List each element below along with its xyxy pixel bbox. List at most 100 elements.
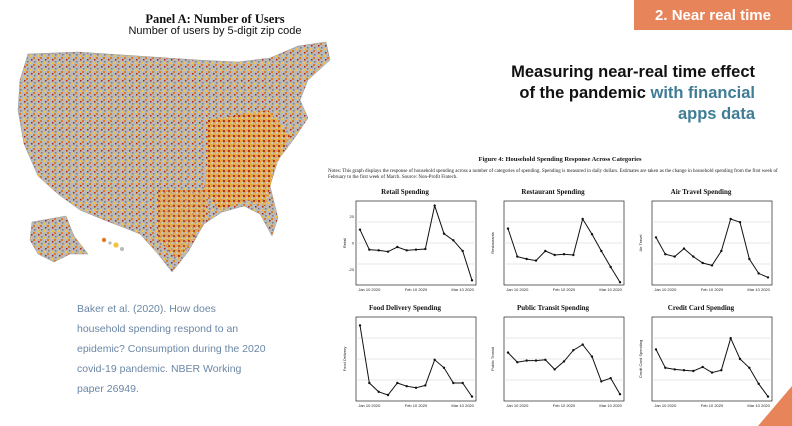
heading-highlight-1: with financial bbox=[650, 84, 755, 102]
figure-note: Notes: This graph displays the response … bbox=[328, 169, 778, 180]
data-point bbox=[738, 221, 742, 224]
data-point bbox=[720, 249, 723, 253]
chart-plot-air-travel: Air Travel Jan 10 2020 Feb 10 2020 Mar 10 2… bbox=[638, 200, 773, 292]
data-point bbox=[553, 253, 556, 257]
data-point bbox=[692, 255, 695, 258]
data-point bbox=[757, 272, 760, 275]
corner-decoration bbox=[758, 386, 792, 426]
chart-restaurant-spending: Restaurant Spending Restaurants Jan 10 20… bbox=[478, 188, 628, 298]
data-point bbox=[562, 253, 566, 256]
data-point bbox=[516, 255, 519, 258]
x-tick-label: Feb 10 2020 bbox=[701, 403, 724, 408]
data-point bbox=[396, 381, 399, 385]
data-point bbox=[461, 249, 464, 253]
data-point bbox=[405, 385, 408, 388]
y-tick-label: 20 bbox=[350, 214, 355, 219]
chart-title: Public Transit Spending bbox=[516, 304, 590, 312]
data-point bbox=[442, 232, 446, 235]
data-point bbox=[572, 253, 575, 257]
data-point bbox=[534, 359, 538, 362]
data-point bbox=[433, 358, 436, 361]
data-point bbox=[654, 236, 658, 239]
data-point bbox=[433, 204, 436, 207]
heading-line-2-plain: of the pandemic bbox=[519, 84, 651, 102]
section-tag: 2. Near real time bbox=[634, 0, 792, 30]
data-point bbox=[673, 368, 676, 371]
x-tick-label: Mar 10 2020 bbox=[451, 403, 474, 408]
data-point bbox=[729, 337, 732, 340]
chart-title: Retail Spending bbox=[381, 188, 429, 196]
data-point bbox=[414, 386, 418, 389]
data-point bbox=[405, 249, 408, 252]
y-axis-label: Restaurants bbox=[490, 232, 495, 254]
x-tick-label: Jan 10 2020 bbox=[358, 403, 381, 408]
data-point bbox=[710, 371, 714, 374]
x-tick-label: Mar 10 2020 bbox=[747, 287, 770, 292]
heading-highlight-2: apps data bbox=[677, 105, 755, 123]
data-point bbox=[618, 393, 622, 396]
data-point bbox=[654, 348, 658, 351]
data-point bbox=[748, 257, 751, 261]
chart-plot-food-delivery: Food Delivery Jan 10 2020 Feb 10 2020 Mar 1… bbox=[342, 316, 477, 408]
chart-title: Credit Card Spending bbox=[667, 304, 735, 312]
data-point bbox=[673, 255, 676, 258]
data-point bbox=[534, 259, 538, 262]
data-point bbox=[506, 351, 510, 354]
data-point bbox=[358, 228, 362, 231]
data-point bbox=[600, 249, 603, 253]
x-tick-label: Jan 10 2020 bbox=[506, 287, 529, 292]
x-tick-label: Jan 10 2020 bbox=[654, 287, 677, 292]
data-point bbox=[710, 264, 714, 267]
data-point bbox=[757, 382, 760, 385]
chart-retail-spending: Retail Spending Retail -20 0 20 Jan 10 2020 F… bbox=[330, 188, 480, 298]
data-point bbox=[544, 358, 547, 361]
x-tick-label: Mar 10 2020 bbox=[599, 287, 622, 292]
data-point bbox=[506, 227, 510, 230]
x-tick-label: Feb 10 2020 bbox=[553, 403, 576, 408]
x-tick-label: Feb 10 2020 bbox=[553, 287, 576, 292]
data-point bbox=[581, 217, 584, 221]
citation-text: Baker et al. (2020). How does household … bbox=[77, 303, 266, 395]
x-tick-label: Jan 10 2020 bbox=[506, 403, 529, 408]
heading-line-2: of the pandemic with financial bbox=[420, 83, 755, 104]
data-point bbox=[748, 366, 751, 369]
data-point bbox=[377, 390, 380, 393]
data-point bbox=[590, 355, 594, 358]
data-point bbox=[386, 250, 390, 253]
y-axis-label: Public Transit bbox=[490, 346, 495, 371]
y-axis-label: Air Travel bbox=[638, 234, 643, 251]
us-choropleth-map bbox=[17, 41, 331, 273]
data-point bbox=[386, 393, 390, 397]
series-line bbox=[655, 218, 769, 278]
data-point bbox=[618, 281, 622, 284]
series-line bbox=[655, 336, 769, 397]
x-tick-label: Mar 10 2020 bbox=[451, 287, 474, 292]
series-line bbox=[507, 217, 621, 283]
data-point bbox=[590, 233, 594, 236]
x-tick-label: Mar 10 2020 bbox=[747, 403, 770, 408]
data-point bbox=[609, 265, 612, 269]
y-axis-label: Food Delivery bbox=[342, 347, 347, 372]
map-panel-subtitle: Number of users by 5-digit zip code bbox=[128, 25, 302, 37]
chart-title: Restaurant Spending bbox=[521, 188, 585, 196]
data-point bbox=[414, 248, 418, 251]
slide-heading: Measuring near-real time effect of the p… bbox=[420, 62, 755, 125]
data-point bbox=[720, 369, 723, 372]
heading-line-1: Measuring near-real time effect bbox=[511, 63, 755, 81]
chart-plot-credit-card: Credit Card Spending Jan 10 2020 Feb 10 20… bbox=[638, 316, 773, 408]
y-axis-label: Credit Card Spending bbox=[638, 340, 643, 378]
data-point bbox=[766, 395, 770, 398]
data-point bbox=[664, 253, 667, 256]
x-tick-label: Mar 10 2020 bbox=[599, 403, 622, 408]
data-point bbox=[553, 368, 556, 371]
data-point bbox=[701, 261, 704, 265]
x-tick-label: Feb 10 2020 bbox=[405, 287, 428, 292]
map-panel-title: Panel A: Number of Users bbox=[145, 12, 285, 26]
data-point bbox=[701, 365, 704, 369]
y-axis-label: Retail bbox=[342, 238, 347, 248]
chart-air-travel-spending: Air Travel Spending Air Travel Jan 10 202… bbox=[626, 188, 776, 298]
data-point bbox=[424, 247, 427, 251]
y-tick-label: 0 bbox=[352, 241, 355, 246]
data-point bbox=[729, 217, 732, 221]
x-tick-label: Jan 10 2020 bbox=[654, 403, 677, 408]
